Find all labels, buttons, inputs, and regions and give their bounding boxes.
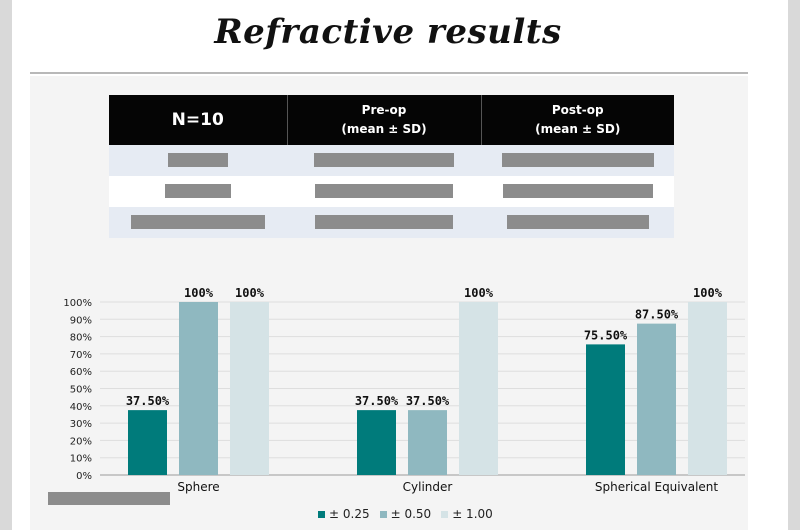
data-label: 100% bbox=[693, 286, 723, 300]
data-label: 87.50% bbox=[635, 308, 679, 322]
redacted-cell bbox=[481, 145, 674, 176]
redacted-cell bbox=[109, 145, 287, 176]
header-pre-op: Pre-op (mean ± SD) bbox=[287, 95, 482, 145]
bar bbox=[688, 302, 727, 475]
y-tick-label: 10% bbox=[70, 454, 92, 465]
table-row bbox=[109, 176, 674, 207]
y-tick-label: 20% bbox=[70, 436, 92, 447]
y-tick-label: 70% bbox=[70, 350, 92, 361]
bar bbox=[586, 344, 625, 475]
chart-legend: ± 0.25 ± 0.50 ± 1.00 bbox=[318, 506, 493, 522]
bar bbox=[128, 410, 167, 475]
redacted-cell bbox=[109, 176, 287, 207]
table-row bbox=[109, 207, 674, 238]
y-tick-label: 30% bbox=[70, 419, 92, 430]
y-tick-label: 40% bbox=[70, 402, 92, 413]
category-label: Spherical Equivalent bbox=[595, 480, 719, 494]
legend-swatch bbox=[379, 510, 387, 518]
title-divider bbox=[30, 72, 748, 74]
y-tick-label: 60% bbox=[70, 367, 92, 378]
y-tick-label: 0% bbox=[76, 471, 92, 482]
redacted-cell bbox=[287, 207, 481, 238]
bar bbox=[179, 302, 218, 475]
bar bbox=[637, 323, 676, 475]
y-tick-label: 90% bbox=[70, 315, 92, 326]
legend-label: ± 1.00 bbox=[452, 507, 493, 521]
redacted-cell bbox=[481, 176, 674, 207]
data-label: 37.50% bbox=[126, 394, 170, 408]
legend-item: ± 0.50 bbox=[379, 507, 432, 521]
table-row bbox=[109, 145, 674, 176]
data-label: 75.50% bbox=[584, 328, 628, 342]
header-post-op-label: Post-op bbox=[551, 103, 604, 117]
slide-title: Refractive results bbox=[214, 12, 562, 52]
legend-item: ± 1.00 bbox=[441, 507, 493, 521]
header-post-op-sub: (mean ± SD) bbox=[535, 122, 621, 136]
y-tick-label: 100% bbox=[63, 298, 92, 309]
legend-swatch bbox=[441, 510, 449, 518]
y-tick-label: 50% bbox=[70, 385, 92, 396]
bar bbox=[408, 410, 447, 475]
results-table: N=10 Pre-op (mean ± SD) Post-op (mean ± … bbox=[109, 95, 674, 238]
y-tick-label: 80% bbox=[70, 333, 92, 344]
legend-label: ± 0.50 bbox=[390, 507, 432, 521]
legend-item: ± 0.25 bbox=[318, 507, 370, 521]
redacted-label bbox=[48, 492, 170, 505]
data-label: 100% bbox=[235, 286, 265, 300]
bar bbox=[459, 302, 498, 475]
redacted-cell bbox=[287, 176, 481, 207]
data-label: 37.50% bbox=[355, 394, 399, 408]
redacted-cell bbox=[481, 207, 674, 238]
category-label: Sphere bbox=[177, 480, 219, 494]
table-header-row: N=10 Pre-op (mean ± SD) Post-op (mean ± … bbox=[109, 95, 674, 145]
bar bbox=[357, 410, 396, 475]
data-label: 37.50% bbox=[406, 394, 450, 408]
header-post-op: Post-op (mean ± SD) bbox=[481, 95, 674, 145]
legend-swatch bbox=[318, 510, 325, 518]
category-label: Cylinder bbox=[403, 480, 453, 494]
header-pre-op-sub: (mean ± SD) bbox=[341, 122, 427, 136]
redacted-cell bbox=[109, 207, 287, 238]
legend-label: ± 0.25 bbox=[329, 507, 370, 521]
redacted-cell bbox=[287, 145, 481, 176]
header-n: N=10 bbox=[109, 95, 288, 145]
data-label: 100% bbox=[184, 286, 214, 300]
bar bbox=[230, 302, 269, 475]
data-label: 100% bbox=[464, 286, 494, 300]
header-pre-op-label: Pre-op bbox=[361, 103, 407, 117]
